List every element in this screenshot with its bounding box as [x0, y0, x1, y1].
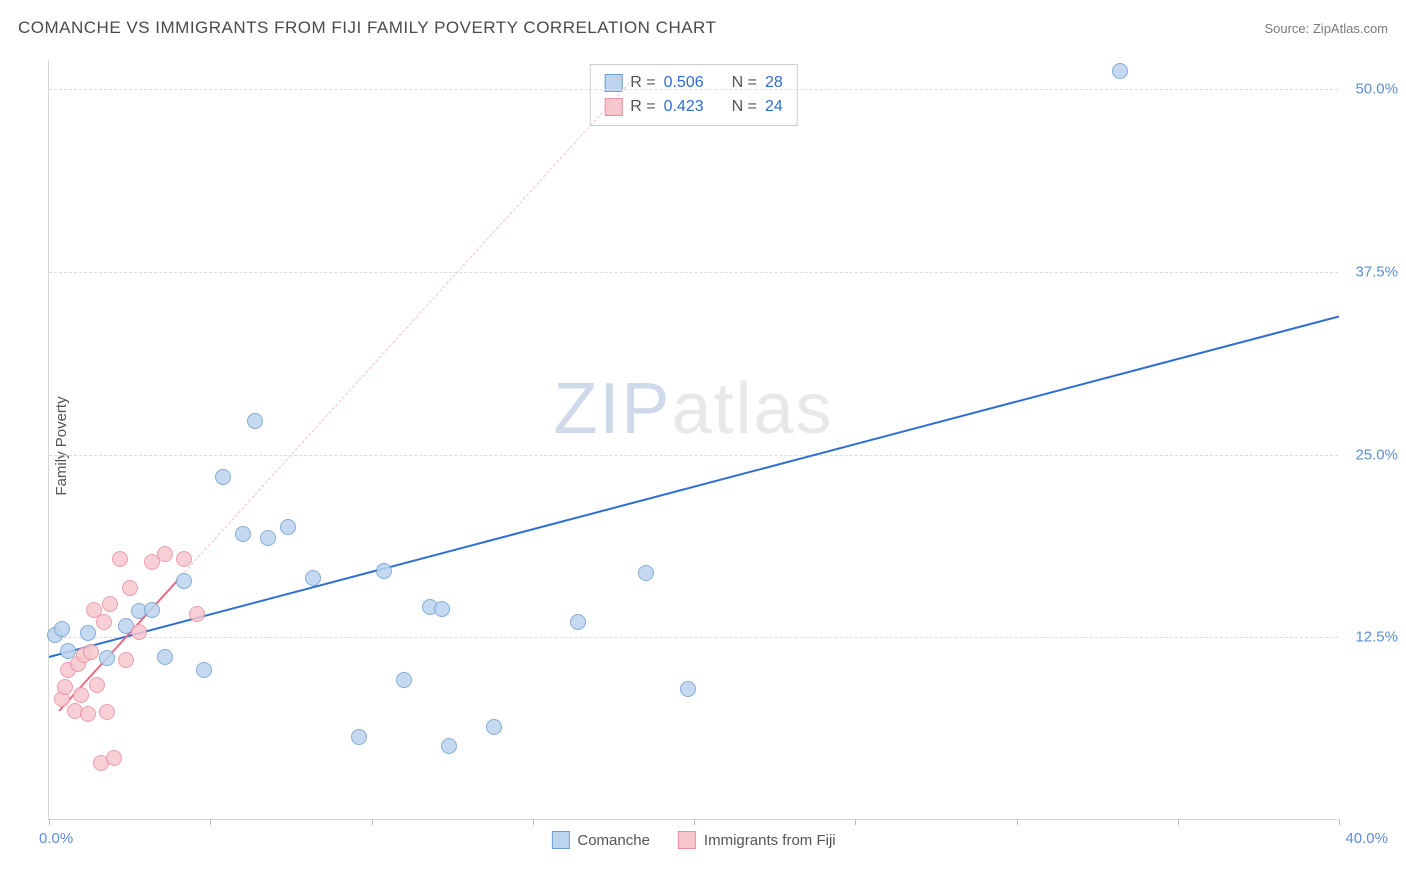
x-tick	[1017, 819, 1018, 825]
data-point	[280, 519, 296, 535]
data-point	[89, 677, 105, 693]
chart-source: Source: ZipAtlas.com	[1264, 21, 1388, 36]
n-label: N =	[732, 95, 757, 119]
data-point	[112, 551, 128, 567]
x-axis-min-label: 0.0%	[39, 830, 73, 847]
y-tick-label: 25.0%	[1355, 446, 1398, 463]
legend-swatch	[551, 831, 569, 849]
x-tick	[49, 819, 50, 825]
x-tick	[694, 819, 695, 825]
data-point	[80, 706, 96, 722]
x-tick	[855, 819, 856, 825]
legend-stats-row: R = 0.423 N = 24	[604, 95, 783, 119]
data-point	[157, 546, 173, 562]
n-label: N =	[732, 71, 757, 95]
x-tick	[533, 819, 534, 825]
data-point	[235, 526, 251, 542]
chart-header: COMANCHE VS IMMIGRANTS FROM FIJI FAMILY …	[18, 18, 1388, 38]
data-point	[157, 649, 173, 665]
legend-bottom: Comanche Immigrants from Fiji	[551, 831, 835, 849]
data-point	[376, 563, 392, 579]
data-point	[176, 573, 192, 589]
data-point	[57, 679, 73, 695]
legend-label: Comanche	[577, 832, 650, 849]
data-point	[247, 413, 263, 429]
data-point	[680, 681, 696, 697]
gridline	[49, 637, 1338, 638]
data-point	[570, 614, 586, 630]
data-point	[305, 570, 321, 586]
watermark-left: ZIP	[553, 369, 671, 449]
trend-line	[49, 316, 1340, 658]
x-axis-max-label: 40.0%	[1345, 830, 1388, 847]
y-tick-label: 37.5%	[1355, 263, 1398, 280]
r-value: 0.423	[664, 95, 704, 119]
data-point	[351, 729, 367, 745]
watermark-right: atlas	[671, 369, 833, 449]
gridline	[49, 455, 1338, 456]
r-label: R =	[630, 95, 655, 119]
y-tick-label: 50.0%	[1355, 81, 1398, 98]
legend-label: Immigrants from Fiji	[704, 832, 836, 849]
data-point	[434, 601, 450, 617]
n-value: 28	[765, 71, 783, 95]
data-point	[118, 652, 134, 668]
data-point	[441, 738, 457, 754]
data-point	[260, 530, 276, 546]
legend-item: Immigrants from Fiji	[678, 831, 836, 849]
chart-title: COMANCHE VS IMMIGRANTS FROM FIJI FAMILY …	[18, 18, 716, 38]
chart-plot-area: ZIPatlas R =0.506N =28R =0.423N =24 0.0%…	[48, 60, 1338, 820]
data-point	[80, 625, 96, 641]
legend-item: Comanche	[551, 831, 650, 849]
data-point	[189, 606, 205, 622]
watermark: ZIPatlas	[553, 368, 833, 450]
data-point	[396, 672, 412, 688]
r-value: 0.506	[664, 71, 704, 95]
x-tick	[372, 819, 373, 825]
data-point	[215, 469, 231, 485]
x-tick	[210, 819, 211, 825]
trend-line	[178, 82, 630, 580]
data-point	[122, 580, 138, 596]
data-point	[83, 644, 99, 660]
gridline	[49, 89, 1338, 90]
x-tick	[1339, 819, 1340, 825]
data-point	[54, 621, 70, 637]
x-tick	[1178, 819, 1179, 825]
data-point	[99, 650, 115, 666]
data-point	[102, 596, 118, 612]
data-point	[1112, 63, 1128, 79]
data-point	[144, 602, 160, 618]
data-point	[638, 565, 654, 581]
gridline	[49, 272, 1338, 273]
data-point	[486, 719, 502, 735]
legend-swatch	[678, 831, 696, 849]
legend-stats-box: R = 0.506 N = 28 R = 0.423 N = 24	[589, 64, 798, 126]
r-label: R =	[630, 71, 655, 95]
data-point	[96, 614, 112, 630]
data-point	[106, 750, 122, 766]
n-value: 24	[765, 95, 783, 119]
y-tick-label: 12.5%	[1355, 629, 1398, 646]
data-point	[99, 704, 115, 720]
data-point	[176, 551, 192, 567]
data-point	[196, 662, 212, 678]
data-point	[73, 687, 89, 703]
legend-stats-row: R = 0.506 N = 28	[604, 71, 783, 95]
data-point	[131, 624, 147, 640]
